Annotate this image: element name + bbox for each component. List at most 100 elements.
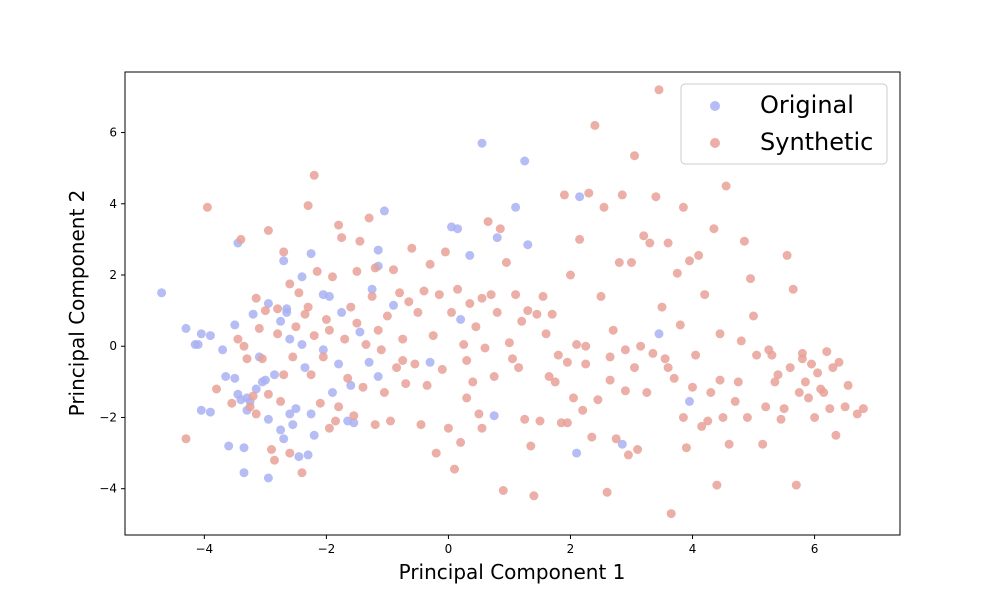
point-original <box>230 320 240 330</box>
point-synthetic <box>242 354 252 364</box>
point-original <box>465 250 475 260</box>
point-synthetic <box>340 334 350 344</box>
point-original <box>456 315 466 324</box>
point-synthetic <box>364 213 374 223</box>
point-synthetic <box>349 411 359 421</box>
point-synthetic <box>260 306 270 316</box>
point-original <box>239 443 249 453</box>
point-original <box>324 291 334 301</box>
legend-marker-synthetic <box>710 138 720 148</box>
point-synthetic <box>440 247 450 257</box>
point-synthetic <box>807 359 816 369</box>
point-synthetic <box>309 170 319 180</box>
point-synthetic <box>376 345 386 355</box>
point-original <box>453 224 463 234</box>
point-original <box>379 206 389 216</box>
point-synthetic <box>492 307 502 317</box>
point-original <box>617 439 627 449</box>
point-synthetic <box>443 423 453 433</box>
point-synthetic <box>633 445 643 454</box>
point-synthetic <box>355 236 365 246</box>
point-synthetic <box>590 120 600 130</box>
point-original <box>337 307 347 317</box>
x-tick-label: −2 <box>318 542 336 556</box>
point-original <box>285 334 295 344</box>
point-original <box>297 340 307 349</box>
point-synthetic <box>294 288 304 298</box>
point-synthetic <box>669 373 679 383</box>
point-original <box>364 357 374 367</box>
point-synthetic <box>474 409 484 419</box>
point-synthetic <box>285 279 295 289</box>
point-synthetic <box>346 302 356 312</box>
point-synthetic <box>749 311 758 321</box>
point-synthetic <box>361 340 371 349</box>
point-synthetic <box>373 325 383 335</box>
point-synthetic <box>370 420 380 430</box>
point-synthetic <box>453 284 463 294</box>
point-synthetic <box>739 236 749 246</box>
point-original <box>572 448 582 458</box>
point-synthetic <box>398 334 408 344</box>
point-synthetic <box>471 322 481 332</box>
point-synthetic <box>581 359 591 369</box>
point-synthetic <box>721 181 731 191</box>
y-tick-label: −4 <box>99 482 117 496</box>
point-original <box>279 434 289 444</box>
point-synthetic <box>404 297 414 307</box>
point-original <box>285 409 295 419</box>
point-synthetic <box>334 220 344 230</box>
point-original <box>349 418 359 428</box>
point-synthetic <box>685 256 694 266</box>
point-synthetic <box>459 340 469 349</box>
point-synthetic <box>331 416 340 426</box>
point-synthetic <box>428 331 438 341</box>
point-synthetic <box>764 345 774 355</box>
point-synthetic <box>562 418 572 428</box>
point-synthetic <box>462 356 472 365</box>
legend-label-synthetic: Synthetic <box>760 128 873 156</box>
point-synthetic <box>544 372 554 381</box>
point-original <box>523 240 533 250</box>
point-synthetic <box>447 307 456 317</box>
point-synthetic <box>688 382 697 392</box>
point-synthetic <box>675 320 685 330</box>
point-original <box>477 138 487 148</box>
point-synthetic <box>239 341 249 351</box>
point-synthetic <box>248 391 258 401</box>
point-synthetic <box>297 468 307 478</box>
point-synthetic <box>489 372 499 381</box>
point-synthetic <box>276 396 286 406</box>
point-original <box>263 473 273 483</box>
point-synthetic <box>611 434 621 444</box>
point-synthetic <box>291 322 301 332</box>
point-original <box>520 156 530 166</box>
point-synthetic <box>718 413 728 422</box>
point-synthetic <box>694 250 704 260</box>
point-synthetic <box>386 416 395 426</box>
point-synthetic <box>596 291 606 301</box>
point-synthetic <box>541 329 551 339</box>
point-synthetic <box>395 288 405 298</box>
point-synthetic <box>587 432 597 442</box>
point-synthetic <box>465 299 475 308</box>
point-synthetic <box>761 402 771 412</box>
point-synthetic <box>614 258 624 267</box>
point-synthetic <box>212 384 221 394</box>
point-synthetic <box>715 329 725 339</box>
point-synthetic <box>538 291 548 301</box>
point-synthetic <box>337 233 347 243</box>
point-synthetic <box>511 290 521 300</box>
point-synthetic <box>828 363 838 373</box>
point-synthetic <box>285 448 295 458</box>
point-original <box>328 388 337 397</box>
point-synthetic <box>324 325 334 335</box>
point-original <box>276 425 286 435</box>
point-synthetic <box>578 405 588 415</box>
point-synthetic <box>681 443 691 453</box>
point-synthetic <box>642 388 652 397</box>
point-synthetic <box>605 375 615 385</box>
point-synthetic <box>401 379 411 389</box>
point-original <box>251 384 261 394</box>
